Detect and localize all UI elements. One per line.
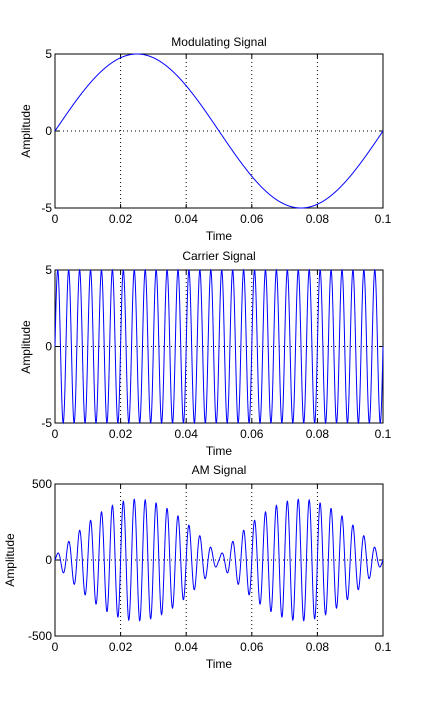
x-tick-label: 0.1 (375, 212, 392, 226)
tick-marks (54, 483, 384, 637)
subplot-am: AM Signal 0 0.02 0.04 0.06 0.08 0.1 -500… (3, 463, 392, 671)
series-line (54, 268, 384, 425)
y-tick-labels: -500 0 500 (28, 477, 52, 643)
y-tick-label: 500 (32, 477, 52, 491)
y-axis-label: Amplitude (19, 320, 33, 374)
x-tick-label: 0 (52, 427, 59, 441)
subplot-modulating: Modulating Signal 0 0.02 0.04 0.06 0.08 … (19, 35, 392, 243)
x-axis-label: Time (206, 229, 233, 243)
y-tick-label: -500 (28, 629, 52, 643)
chart-title: AM Signal (192, 463, 247, 477)
y-tick-labels: -5 0 5 (41, 263, 52, 430)
x-tick-labels: 0 0.02 0.04 0.06 0.08 0.1 (52, 640, 392, 654)
x-tick-label: 0.1 (375, 427, 392, 441)
x-axis-label: Time (206, 444, 233, 458)
x-tick-label: 0.04 (175, 640, 199, 654)
x-tick-label: 0.04 (175, 212, 199, 226)
x-axis-label: Time (206, 657, 233, 671)
x-tick-label: 0.02 (109, 640, 133, 654)
y-tick-label: 5 (45, 263, 52, 277)
y-tick-label: 5 (45, 47, 52, 61)
y-tick-label: 0 (45, 553, 52, 567)
y-tick-labels: -5 0 5 (41, 47, 52, 215)
x-tick-labels: 0 0.02 0.04 0.06 0.08 0.1 (52, 427, 392, 441)
chart-title: Modulating Signal (171, 35, 266, 49)
x-tick-label: 0.06 (240, 427, 264, 441)
series-line (54, 53, 384, 209)
x-tick-label: 0 (52, 640, 59, 654)
y-tick-label: 0 (45, 340, 52, 354)
y-tick-label: -5 (41, 416, 52, 430)
x-tick-label: 0.02 (109, 427, 133, 441)
x-tick-label: 0.06 (240, 640, 264, 654)
x-tick-label: 0.06 (240, 212, 264, 226)
series-line (54, 498, 384, 622)
x-tick-label: 0.04 (175, 427, 199, 441)
subplot-carrier: Carrier Signal 0 0.02 0.04 0.06 0.08 0.1… (19, 249, 392, 458)
y-axis-label: Amplitude (19, 104, 33, 158)
x-tick-label: 0.08 (306, 427, 330, 441)
tick-marks (54, 269, 384, 424)
x-tick-label: 0.02 (109, 212, 133, 226)
chart-title: Carrier Signal (182, 249, 255, 263)
x-tick-label: 0.1 (375, 640, 392, 654)
x-tick-label: 0.08 (306, 212, 330, 226)
x-tick-label: 0 (52, 212, 59, 226)
y-tick-label: -5 (41, 201, 52, 215)
y-axis-label: Amplitude (3, 533, 17, 587)
x-tick-label: 0.08 (306, 640, 330, 654)
y-tick-label: 0 (45, 124, 52, 138)
x-tick-labels: 0 0.02 0.04 0.06 0.08 0.1 (52, 212, 392, 226)
